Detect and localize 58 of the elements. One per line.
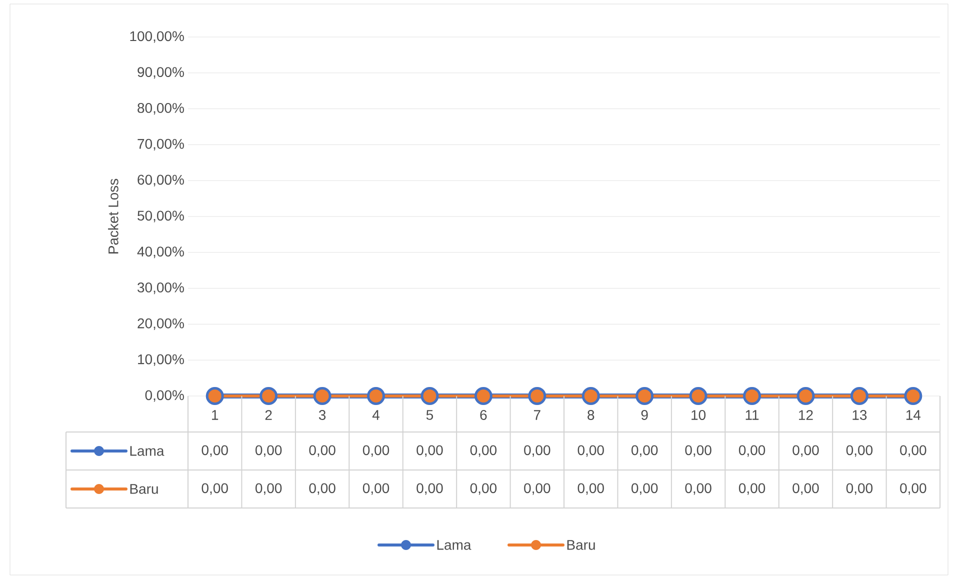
y-tick-label: 10,00% <box>138 354 184 366</box>
x-tick-label: 12 <box>799 410 813 420</box>
y-axis-title: Packet Loss <box>108 178 118 254</box>
data-label: 0,00 <box>256 445 282 457</box>
data-label: 0,00 <box>685 483 712 495</box>
data-label: 0,00 <box>416 483 443 495</box>
data-label: 0,00 <box>362 445 390 457</box>
data-label: 0,00 <box>632 483 658 495</box>
data-label: 0,00 <box>256 483 282 495</box>
data-label: 0,00 <box>309 445 336 457</box>
data-label: 0,00 <box>632 445 658 457</box>
x-tick-label: 9 <box>641 410 648 420</box>
x-tick-label: 14 <box>906 410 921 420</box>
x-tick-label: 5 <box>426 410 434 420</box>
x-tick-label: 10 <box>692 410 706 420</box>
data-label: 0,00 <box>900 445 926 457</box>
data-label: 0,00 <box>309 483 336 495</box>
text: Lama <box>437 540 472 550</box>
data-label: 0,00 <box>578 483 604 495</box>
y-tick-label: 60,00% <box>138 174 184 186</box>
data-label: 0,00 <box>524 483 550 495</box>
x-tick-label: 2 <box>265 410 272 420</box>
data-label: 0,00 <box>362 483 390 495</box>
y-tick-label: 70,00% <box>138 138 184 150</box>
y-tick-label: 0,00% <box>145 390 184 402</box>
data-label: 0,00 <box>578 445 604 457</box>
data-label: 0,00 <box>416 445 443 457</box>
data-label: 0,00 <box>846 445 873 457</box>
data-label: 0,00 <box>846 483 873 495</box>
y-tick-label: 80,00% <box>138 103 184 115</box>
y-tick-label: 20,00% <box>138 318 184 330</box>
data-label: 0,00 <box>685 445 712 457</box>
text: Baru <box>567 540 595 550</box>
y-tick-label: 30,00% <box>138 282 184 294</box>
data-label: 0,00 <box>792 445 819 457</box>
y-tick-label: 50,00% <box>138 210 184 222</box>
data-label: 0,00 <box>738 445 766 457</box>
data-label: 0,00 <box>470 445 497 457</box>
legend-label: Baru <box>130 484 158 494</box>
data-label: 0,00 <box>792 483 819 495</box>
y-tick-label: 100,00% <box>130 31 184 43</box>
y-tick-label: 40,00% <box>137 246 184 258</box>
x-tick-label: 8 <box>588 410 594 420</box>
x-tick-label: 13 <box>852 410 867 420</box>
data-label: 0,00 <box>900 483 926 495</box>
x-tick-label: 11 <box>746 410 759 420</box>
data-label: 0,00 <box>524 445 550 457</box>
data-label: 0,00 <box>470 483 497 495</box>
y-tick-label: 90,00% <box>138 67 184 79</box>
x-tick-label: 3 <box>318 410 326 420</box>
x-tick-label: 1 <box>212 410 218 420</box>
x-tick-label: 6 <box>480 410 487 420</box>
data-label: 0,00 <box>738 483 766 495</box>
data-label: 0,00 <box>202 483 228 495</box>
data-label: 0,00 <box>202 445 228 457</box>
legend-label: Lama <box>130 446 164 456</box>
x-tick-label: 4 <box>372 410 380 420</box>
x-tick-label: 7 <box>534 410 540 420</box>
